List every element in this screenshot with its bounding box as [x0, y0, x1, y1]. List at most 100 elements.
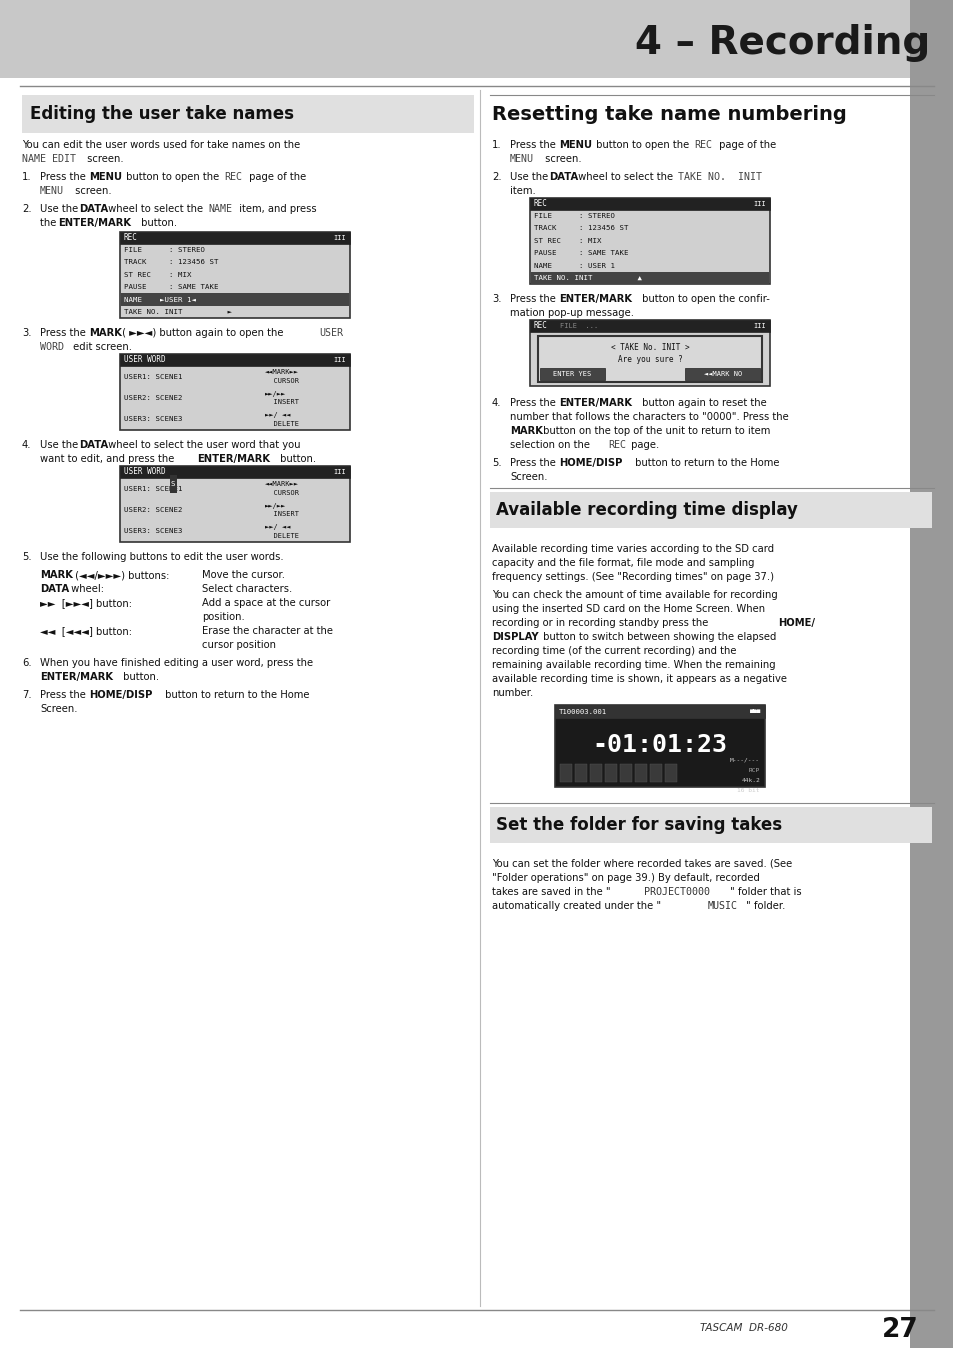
Text: Press the: Press the: [510, 458, 558, 468]
Text: TAKE NO. INIT          ▲: TAKE NO. INIT ▲: [534, 275, 641, 280]
Text: RCP: RCP: [748, 768, 760, 774]
Text: button.: button.: [276, 454, 315, 464]
Text: 6.: 6.: [22, 658, 31, 669]
Text: III: III: [753, 201, 765, 208]
Text: HOME/DISP: HOME/DISP: [89, 690, 152, 700]
Text: DELETE: DELETE: [265, 421, 298, 426]
Text: USER1: SCENE1: USER1: SCENE1: [124, 485, 182, 492]
Text: selection on the: selection on the: [510, 439, 593, 450]
FancyBboxPatch shape: [531, 272, 768, 284]
Text: MARK: MARK: [40, 570, 72, 580]
Text: automatically created under the ": automatically created under the ": [492, 900, 660, 911]
Text: ►►/►►: ►►/►►: [265, 503, 286, 508]
Text: ◄◄MARK NO: ◄◄MARK NO: [703, 371, 741, 377]
Text: PROJECT0000: PROJECT0000: [643, 887, 709, 896]
Text: T100003.001: T100003.001: [558, 709, 606, 714]
FancyBboxPatch shape: [120, 466, 350, 542]
Text: cursor position: cursor position: [202, 640, 275, 650]
Text: item, and press: item, and press: [235, 204, 316, 214]
Text: USER2: SCENE2: USER2: SCENE2: [124, 395, 182, 400]
Text: MENU: MENU: [89, 173, 122, 182]
Text: USER3: SCENE3: USER3: SCENE3: [124, 417, 182, 422]
Text: REC: REC: [534, 200, 547, 209]
Text: INSERT: INSERT: [265, 511, 298, 518]
Text: 27: 27: [882, 1317, 918, 1343]
Text: Editing the user take names: Editing the user take names: [30, 105, 294, 123]
Text: TRACK     : 123456 ST: TRACK : 123456 ST: [124, 260, 218, 266]
Text: 1.: 1.: [492, 140, 501, 150]
FancyBboxPatch shape: [635, 764, 646, 782]
Text: Available recording time varies according to the SD card: Available recording time varies accordin…: [492, 545, 773, 554]
Text: USER3: SCENE3: USER3: SCENE3: [124, 528, 182, 534]
Text: < TAKE No. INIT >: < TAKE No. INIT >: [610, 344, 689, 352]
Text: REC: REC: [224, 173, 242, 182]
FancyBboxPatch shape: [619, 764, 631, 782]
Text: ►►  [►►◄] button:: ►► [►►◄] button:: [40, 599, 132, 608]
Text: USER2: SCENE2: USER2: SCENE2: [124, 507, 182, 514]
Text: Add a space at the cursor: Add a space at the cursor: [202, 599, 330, 608]
Text: III: III: [333, 235, 346, 241]
Text: frequency settings. (See "Recording times" on page 37.): frequency settings. (See "Recording time…: [492, 572, 773, 582]
Text: item.: item.: [510, 186, 536, 195]
Text: wheel to select the: wheel to select the: [105, 204, 206, 214]
Text: FILE      : STEREO: FILE : STEREO: [534, 213, 615, 220]
Text: WORD: WORD: [40, 342, 64, 352]
Text: REC: REC: [607, 439, 625, 450]
Text: USER: USER: [318, 328, 343, 338]
FancyBboxPatch shape: [589, 764, 601, 782]
FancyBboxPatch shape: [555, 705, 764, 718]
FancyBboxPatch shape: [121, 294, 349, 306]
Text: button.: button.: [120, 673, 159, 682]
Text: ►►/ ◄◄: ►►/ ◄◄: [265, 412, 291, 418]
Text: button to return to the Home: button to return to the Home: [631, 458, 779, 468]
Text: 3.: 3.: [22, 328, 31, 338]
Text: TRACK     : 123456 ST: TRACK : 123456 ST: [534, 225, 628, 232]
Text: ►►/ ◄◄: ►►/ ◄◄: [265, 524, 291, 530]
Text: CURSOR: CURSOR: [265, 377, 298, 384]
Text: M---/---: M---/---: [729, 758, 760, 763]
Text: ENTER/MARK: ENTER/MARK: [558, 398, 631, 408]
FancyBboxPatch shape: [120, 355, 350, 367]
Text: REC: REC: [693, 140, 711, 150]
FancyBboxPatch shape: [684, 368, 760, 380]
FancyBboxPatch shape: [649, 764, 661, 782]
Text: screen.: screen.: [541, 154, 581, 164]
Text: Press the: Press the: [510, 140, 558, 150]
FancyBboxPatch shape: [530, 319, 769, 386]
Text: NAME      : USER 1: NAME : USER 1: [534, 263, 615, 268]
Text: page.: page.: [627, 439, 659, 450]
FancyBboxPatch shape: [555, 705, 764, 787]
FancyBboxPatch shape: [530, 319, 769, 332]
Text: capacity and the file format, file mode and sampling: capacity and the file format, file mode …: [492, 558, 754, 568]
Text: MUSIC: MUSIC: [707, 900, 738, 911]
Text: ENTER/MARK: ENTER/MARK: [558, 294, 631, 305]
Text: PAUSE     : SAME TAKE: PAUSE : SAME TAKE: [534, 251, 628, 256]
Text: ENTER/MARK: ENTER/MARK: [58, 218, 131, 228]
FancyBboxPatch shape: [530, 198, 769, 210]
Text: using the inserted SD card on the Home Screen. When: using the inserted SD card on the Home S…: [492, 604, 764, 613]
Text: MENU: MENU: [558, 140, 592, 150]
Text: recording time (of the current recording) and the: recording time (of the current recording…: [492, 646, 736, 656]
Text: TAKE NO.  INIT: TAKE NO. INIT: [678, 173, 761, 182]
FancyBboxPatch shape: [537, 336, 761, 381]
Text: TASCAM  DR-680: TASCAM DR-680: [700, 1322, 787, 1333]
Text: Move the cursor.: Move the cursor.: [202, 570, 285, 580]
Text: button to switch between showing the elapsed: button to switch between showing the ela…: [539, 632, 776, 642]
Text: button to open the confir-: button to open the confir-: [639, 294, 769, 305]
FancyBboxPatch shape: [22, 94, 474, 133]
Text: ENTER/MARK: ENTER/MARK: [40, 673, 112, 682]
Text: ◄◄MARK►►: ◄◄MARK►►: [265, 481, 298, 488]
Text: 16 bit: 16 bit: [737, 789, 760, 794]
Text: remaining available recording time. When the remaining: remaining available recording time. When…: [492, 661, 775, 670]
Text: position.: position.: [202, 612, 245, 621]
Text: Press the: Press the: [510, 294, 558, 305]
Text: CURSOR: CURSOR: [265, 489, 298, 496]
Text: 4 – Recording: 4 – Recording: [634, 24, 929, 62]
Text: 1.: 1.: [22, 173, 31, 182]
Text: NAME    ►USER 1◄: NAME ►USER 1◄: [124, 297, 195, 302]
Text: ENTER YES: ENTER YES: [553, 371, 591, 377]
Text: "Folder operations" on page 39.) By default, recorded: "Folder operations" on page 39.) By defa…: [492, 874, 760, 883]
Text: MENU: MENU: [40, 186, 64, 195]
Text: INSERT: INSERT: [265, 399, 298, 406]
Text: " folder that is: " folder that is: [729, 887, 801, 896]
